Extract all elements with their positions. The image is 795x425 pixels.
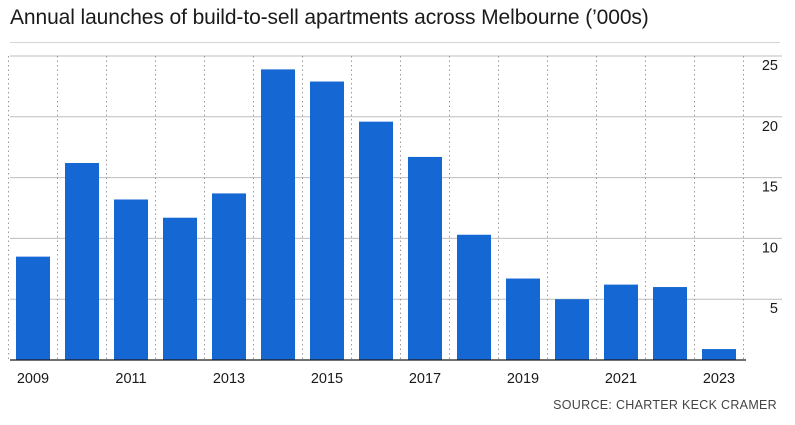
bar-layer — [16, 69, 736, 360]
bar-2011 — [114, 199, 148, 360]
x-tick-label: 2017 — [409, 371, 441, 387]
title-divider — [10, 42, 780, 43]
grid-layer — [8, 55, 782, 360]
bar-2009 — [16, 256, 50, 360]
bar-2018 — [457, 234, 491, 360]
bar-2020 — [555, 299, 589, 360]
x-tick-label: 2019 — [507, 371, 539, 387]
bar-2021 — [604, 284, 638, 360]
bar-2022 — [653, 287, 687, 360]
bar-2019 — [506, 278, 540, 360]
x-tick-label: 2021 — [605, 371, 637, 387]
chart-title: Annual launches of build-to-sell apartme… — [10, 6, 649, 29]
x-tick-label: 2023 — [703, 371, 735, 387]
bar-2023 — [702, 349, 736, 360]
y-tick-label: 20 — [762, 119, 778, 135]
bar-2015 — [310, 81, 344, 360]
y-tick-label: 25 — [762, 58, 778, 74]
x-tick-label: 2013 — [213, 371, 245, 387]
bar-2012 — [163, 217, 197, 360]
x-tick-label: 2009 — [17, 371, 49, 387]
bar-2013 — [212, 193, 246, 360]
y-tick-label: 5 — [770, 301, 778, 317]
y-tick-label: 10 — [762, 240, 778, 256]
source-note: SOURCE: CHARTER KECK CRAMER — [553, 398, 777, 412]
bar-2014 — [261, 69, 295, 360]
y-tick-label: 15 — [762, 180, 778, 196]
bar-2016 — [359, 121, 393, 360]
x-tick-label: 2015 — [311, 371, 343, 387]
x-tick-label: 2011 — [115, 371, 146, 387]
axis-layer: 5 10 15 20 25 2009 2011 2013 2015 2017 2019 2021 202… — [10, 58, 778, 387]
bar-2010 — [65, 163, 99, 360]
bar-2017 — [408, 156, 442, 360]
